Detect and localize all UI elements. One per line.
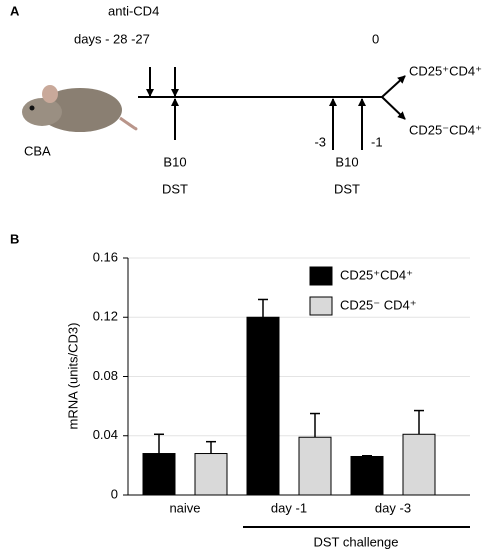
group-label: DST challenge xyxy=(313,534,398,549)
bar xyxy=(298,436,332,496)
dst-label: DST xyxy=(334,181,360,196)
dst-label: DST xyxy=(162,181,188,196)
error-bar xyxy=(362,454,372,457)
donor-label: B10 xyxy=(335,154,358,169)
mouse-label: CBA xyxy=(24,143,51,158)
legend-label: CD25⁻ CD4⁺ xyxy=(340,297,417,312)
legend-swatch xyxy=(309,266,333,286)
bar xyxy=(194,453,228,496)
error-bar xyxy=(206,440,216,454)
y-tick-label: 0 xyxy=(111,486,118,501)
mouse-icon xyxy=(22,85,138,132)
y-tick-label: 0.08 xyxy=(93,368,118,383)
error-bar xyxy=(258,298,268,318)
y-axis-label: mRNA (units/CD3) xyxy=(65,323,80,430)
panel-label: A xyxy=(10,3,20,18)
error-bar xyxy=(310,412,320,438)
y-tick-label: 0.04 xyxy=(93,427,118,442)
error-bar xyxy=(414,409,424,435)
output-label: CD25⁺CD4⁺ xyxy=(409,63,482,78)
days-label: days - 28 -27 xyxy=(74,31,150,46)
x-tick-label: naive xyxy=(169,500,200,515)
day-label: 0 xyxy=(372,31,379,46)
legend-label: CD25⁺CD4⁺ xyxy=(340,267,413,282)
bar xyxy=(246,316,280,496)
donor-label: B10 xyxy=(163,154,186,169)
day-label: -1 xyxy=(371,134,383,149)
x-tick-label: day -3 xyxy=(375,500,411,515)
legend-swatch xyxy=(309,296,333,316)
treatment-label: anti-CD4 xyxy=(108,3,159,18)
y-tick-label: 0.12 xyxy=(93,309,118,324)
bar xyxy=(350,455,384,496)
bar xyxy=(402,433,436,496)
day-label: -3 xyxy=(314,134,326,149)
y-tick-label: 0.16 xyxy=(93,249,118,264)
bar xyxy=(142,453,176,496)
timeline xyxy=(138,67,406,150)
panel-label: B xyxy=(10,231,19,246)
output-label: CD25⁻CD4⁺ xyxy=(409,122,482,137)
x-tick-label: day -1 xyxy=(271,500,307,515)
error-bar xyxy=(154,433,164,454)
